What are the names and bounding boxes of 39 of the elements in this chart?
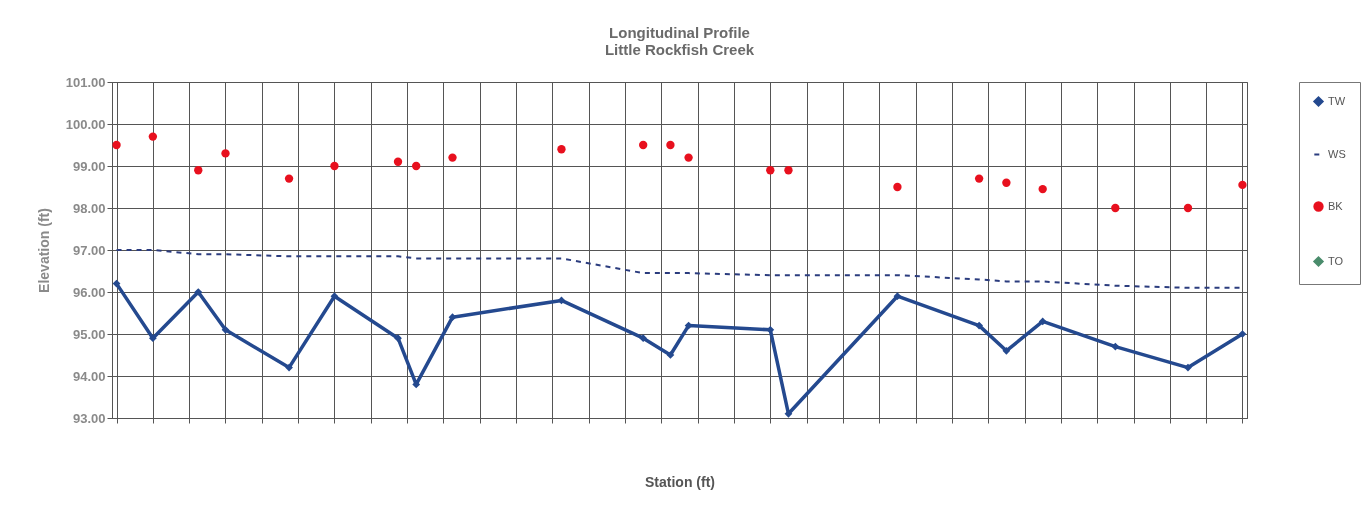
- chart-subtitle: Little Rockfish Creek: [604, 41, 755, 58]
- point: [557, 145, 566, 154]
- legend-label: WS: [1328, 147, 1346, 160]
- point: [1002, 178, 1011, 187]
- point: [684, 153, 693, 162]
- point: [1111, 203, 1120, 213]
- legend-label: TO: [1328, 254, 1344, 267]
- y-tick-label: 101.00: [65, 74, 106, 90]
- point: [393, 157, 403, 166]
- point: [1183, 203, 1193, 213]
- point: [974, 174, 984, 183]
- y-tick-label: 93.00: [72, 410, 106, 426]
- point: [666, 140, 675, 150]
- y-axis-title: Elevation (ft): [35, 208, 52, 293]
- y-tick-label: 98.00: [72, 200, 106, 216]
- y-tick-label: 96.00: [72, 284, 106, 300]
- point: [1038, 184, 1047, 194]
- point: [448, 153, 457, 162]
- point: [784, 166, 793, 175]
- point: [330, 161, 339, 171]
- legend-label: TW: [1328, 94, 1346, 107]
- legend-label: BK: [1328, 199, 1344, 212]
- point: [284, 174, 294, 183]
- y-tick-label: 100.00: [65, 116, 106, 132]
- point: [194, 166, 203, 175]
- point: [766, 166, 775, 175]
- y-tick-label: 95.00: [72, 326, 106, 342]
- y-tick-label: 99.00: [72, 158, 106, 174]
- point: [148, 132, 158, 141]
- point: [112, 140, 121, 150]
- chart-title: Longitudinal Profile: [609, 24, 750, 41]
- point: [412, 161, 421, 171]
- point: [893, 182, 902, 192]
- x-axis-title: Station (ft): [645, 474, 715, 490]
- y-tick-label: 94.00: [72, 368, 106, 384]
- point: [639, 140, 648, 150]
- point: [221, 149, 230, 158]
- y-tick-label: 97.00: [72, 242, 106, 258]
- point: [1238, 180, 1247, 190]
